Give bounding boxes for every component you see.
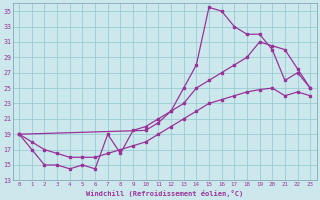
X-axis label: Windchill (Refroidissement éolien,°C): Windchill (Refroidissement éolien,°C) <box>86 190 243 197</box>
